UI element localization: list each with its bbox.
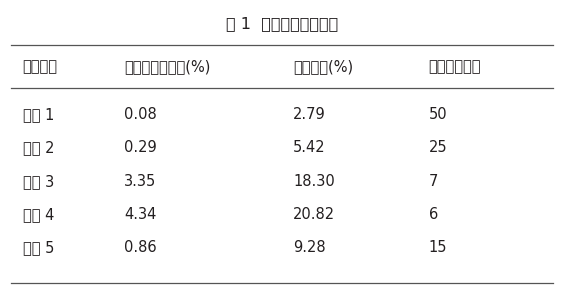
Text: 5.42: 5.42: [293, 140, 326, 155]
Text: 组分 1: 组分 1: [23, 107, 54, 122]
Text: 0.86: 0.86: [124, 240, 157, 255]
Text: 可区别分类数: 可区别分类数: [429, 59, 481, 74]
Text: 4.34: 4.34: [124, 207, 156, 222]
Text: 7: 7: [429, 174, 438, 189]
Text: 样品组分: 样品组分: [23, 59, 58, 74]
Text: 0.08: 0.08: [124, 107, 157, 122]
Text: 25: 25: [429, 140, 447, 155]
Text: 20.82: 20.82: [293, 207, 336, 222]
Text: 6: 6: [429, 207, 438, 222]
Text: 组分 3: 组分 3: [23, 174, 54, 189]
Text: 研究变异(%): 研究变异(%): [293, 59, 354, 74]
Text: 2.79: 2.79: [293, 107, 326, 122]
Text: 0.29: 0.29: [124, 140, 157, 155]
Text: 15: 15: [429, 240, 447, 255]
Text: 方差分量贡献率(%): 方差分量贡献率(%): [124, 59, 210, 74]
Text: 组分 5: 组分 5: [23, 240, 54, 255]
Text: 表 1  交叉分析参数结果: 表 1 交叉分析参数结果: [226, 16, 338, 31]
Text: 组分 2: 组分 2: [23, 140, 54, 155]
Text: 18.30: 18.30: [293, 174, 335, 189]
Text: 9.28: 9.28: [293, 240, 326, 255]
Text: 50: 50: [429, 107, 447, 122]
Text: 组分 4: 组分 4: [23, 207, 54, 222]
Text: 3.35: 3.35: [124, 174, 156, 189]
